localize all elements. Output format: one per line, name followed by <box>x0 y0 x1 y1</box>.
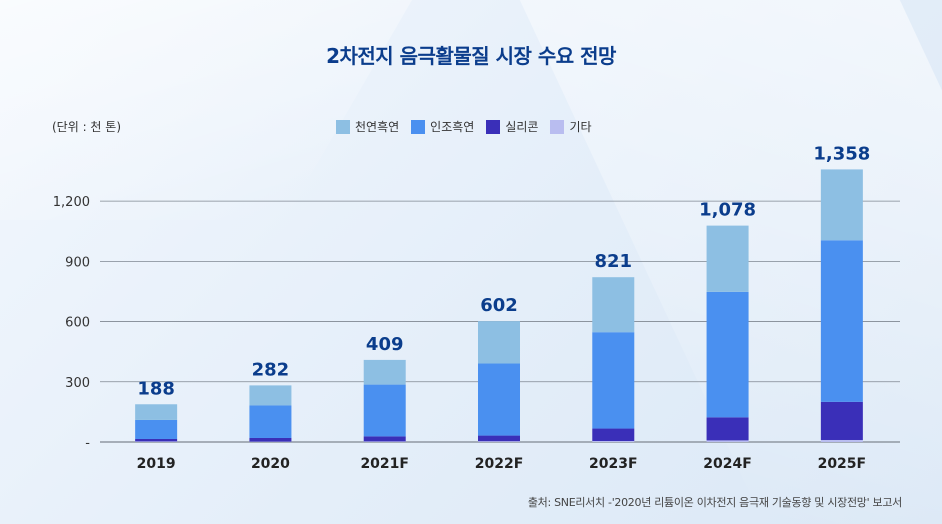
chart-title: 2차전지 음극활물질 시장 수요 전망 <box>326 44 616 68</box>
bar-segment-artificial <box>249 405 292 438</box>
bar-segment-silicon <box>478 435 520 442</box>
legend: 천연흑연 인조흑연 실리콘 기타 <box>336 118 592 135</box>
source-note: 출처: SNE리서치 -'2020년 리튬이온 이차전지 음극재 기술동향 및 … <box>527 496 902 509</box>
y-tick-label: - <box>85 436 90 451</box>
x-tick-label: 2024F <box>703 456 752 472</box>
bar-segment-silicon <box>249 437 292 442</box>
legend-item-artificial: 인조흑연 <box>411 118 474 135</box>
bar-segment-natural <box>478 321 520 364</box>
bar-total-label: 409 <box>366 334 404 355</box>
bar-segment-other <box>363 441 406 442</box>
bar-total-label: 1,358 <box>813 143 870 164</box>
bar-segment-natural <box>363 359 406 385</box>
bar-total-label: 188 <box>137 378 175 399</box>
legend-swatch <box>550 119 565 134</box>
bar-segment-natural <box>249 385 292 406</box>
legend-item-silicon: 실리콘 <box>486 118 538 135</box>
bar-segment-other <box>820 439 863 442</box>
bar-segment-natural <box>135 404 178 420</box>
bar-segment-artificial <box>820 240 863 402</box>
bar-segment-artificial <box>706 291 749 418</box>
legend-label: 천연흑연 <box>355 120 400 134</box>
bar-segment-silicon <box>135 438 178 442</box>
x-tick-label: 2020 <box>251 456 290 472</box>
unit-label: (단위 : 천 톤) <box>52 120 122 134</box>
bar-segment-natural <box>706 225 749 292</box>
legend-label: 실리콘 <box>505 120 539 134</box>
bar-segment-natural <box>820 169 863 241</box>
bar-segment-silicon <box>592 428 635 441</box>
bar-segment-artificial <box>135 419 178 439</box>
bar-segment-silicon <box>820 401 863 440</box>
legend-label: 기타 <box>569 120 592 134</box>
bar-segment-silicon <box>363 436 406 442</box>
legend-swatch <box>336 119 350 134</box>
bar-total-label: 602 <box>480 295 518 316</box>
bar-segment-other <box>135 441 178 442</box>
bar-segment-silicon <box>706 417 749 441</box>
x-tick-label: 2021F <box>360 456 409 472</box>
x-tick-label: 2022F <box>475 456 524 472</box>
y-tick-label: 1,200 <box>53 195 90 210</box>
x-tick-label: 2025F <box>818 456 867 472</box>
legend-swatch <box>411 119 426 134</box>
x-tick-label: 2023F <box>589 456 638 472</box>
x-tick-label: 2019 <box>137 456 176 472</box>
bar-total-label: 821 <box>594 251 632 272</box>
legend-label: 인조흑연 <box>430 120 475 134</box>
legend-item-natural: 천연흑연 <box>336 118 399 135</box>
bar-segment-artificial <box>478 363 520 436</box>
bar-segment-artificial <box>592 332 635 429</box>
legend-item-other: 기타 <box>550 118 592 135</box>
y-tick-label: 900 <box>65 255 90 270</box>
bar-segment-artificial <box>363 384 406 437</box>
legend-swatch <box>486 119 501 134</box>
bar-total-label: 1,078 <box>699 200 756 221</box>
y-tick-label: 600 <box>65 316 90 331</box>
bar-segment-natural <box>592 277 635 333</box>
y-tick-label: 300 <box>65 376 90 391</box>
bar-segment-other <box>478 441 520 442</box>
bar-total-label: 282 <box>252 359 290 380</box>
bar-segment-other <box>592 440 635 442</box>
bar-segment-other <box>706 440 749 442</box>
